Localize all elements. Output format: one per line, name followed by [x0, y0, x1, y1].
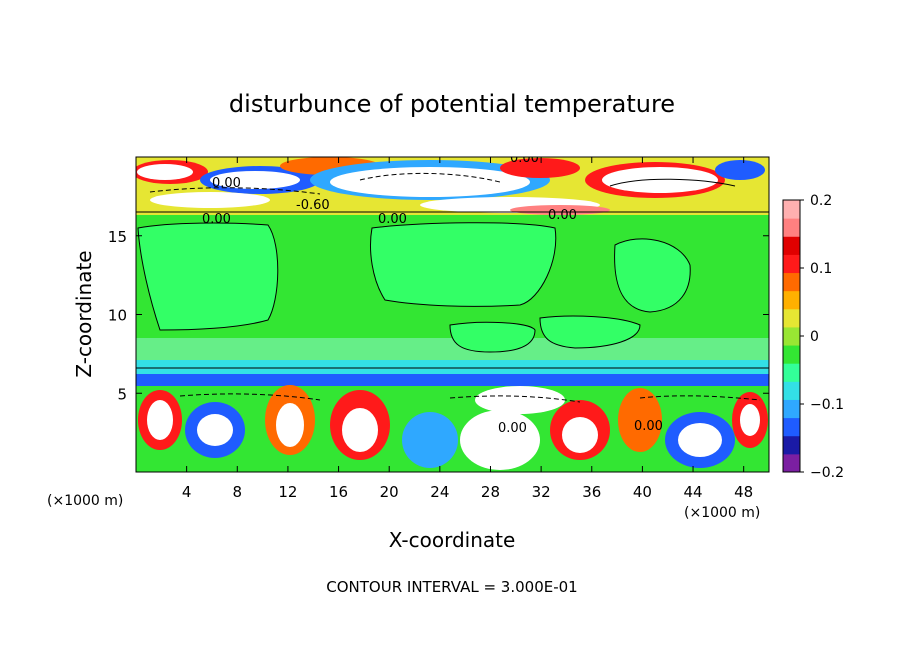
colorbar-swatch	[783, 345, 800, 364]
x-tick-label: 12	[278, 483, 297, 501]
chart-title: disturbunce of potential temperature	[229, 90, 675, 118]
colorbar-swatch	[783, 272, 800, 292]
x-tick-label: 28	[481, 483, 500, 501]
colorbar-tick-label: −0.2	[810, 465, 844, 481]
y-axis-ticks: 5 10 15	[108, 228, 769, 403]
x-unit-label-right: (×1000 m)	[684, 505, 760, 521]
y-tick-label: 10	[108, 307, 127, 325]
colorbar-swatch	[783, 236, 800, 255]
contour-interval-note: CONTOUR INTERVAL = 3.000E-01	[326, 578, 577, 596]
y-tick-label: 15	[108, 228, 127, 246]
colorbar-swatch	[783, 417, 800, 437]
contour-label: 0.00	[212, 176, 241, 191]
colorbar-tick-label: 0	[810, 329, 819, 345]
colorbar	[783, 200, 800, 473]
colorbar-tick-label: 0.1	[810, 261, 832, 277]
x-tick-label: 44	[683, 483, 702, 501]
x-tick-label: 40	[633, 483, 652, 501]
colorbar-swatch	[783, 326, 800, 346]
x-tick-label: 16	[329, 483, 348, 501]
contour-label: 0.00	[378, 212, 407, 227]
x-tick-label: 32	[532, 483, 551, 501]
x-tick-label: 48	[734, 483, 753, 501]
blue-inversion-band	[136, 374, 769, 386]
x-tick-label: 24	[430, 483, 449, 501]
colorbar-tick-label: 0.2	[810, 193, 832, 209]
boundary-layer-anomalies	[138, 385, 768, 470]
contour-label: 0.00	[498, 421, 527, 436]
cyan-layer	[136, 360, 769, 374]
contour-label: 0.00	[548, 208, 577, 223]
colorbar-swatch	[783, 399, 800, 419]
x-tick-label: 4	[182, 483, 192, 501]
colorbar-tick-labels: 0.2 0.1 0 −0.1 −0.2	[800, 193, 844, 481]
contour-label: 0.00	[202, 212, 231, 227]
contour-label: -0.60	[296, 198, 330, 213]
colorbar-swatch	[783, 381, 800, 400]
plot-area: 0.00 0.00 -0.60 0.00 0.00 0.00 0.00 0.00	[136, 151, 769, 472]
contour-label: 0.00	[634, 419, 663, 434]
x-tick-label: 8	[233, 483, 243, 501]
colorbar-swatch	[783, 453, 800, 473]
colorbar-swatch	[783, 290, 800, 310]
colorbar-swatch	[783, 200, 800, 219]
x-unit-label-left: (×1000 m)	[47, 493, 123, 509]
y-tick-label: 5	[117, 385, 127, 403]
x-axis-label: X-coordinate	[389, 528, 516, 552]
colorbar-swatch	[783, 435, 800, 455]
y-axis-label: Z-coordinate	[72, 250, 96, 377]
x-tick-label: 20	[380, 483, 399, 501]
upper-layer-anomalies	[136, 157, 765, 215]
colorbar-swatch	[783, 218, 800, 237]
colorbar-tick-label: −0.1	[810, 397, 844, 413]
contour-label: 0.00	[510, 151, 539, 166]
x-axis-ticks: 4 8 12 16 20 24 28 32 36 40 44 48	[182, 157, 753, 501]
x-tick-label: 36	[582, 483, 601, 501]
troposphere-contours	[137, 222, 691, 353]
colorbar-swatch	[783, 308, 800, 328]
dashed-contours	[149, 172, 761, 403]
colorbar-swatch	[783, 254, 800, 274]
colorbar-swatch	[783, 363, 800, 382]
